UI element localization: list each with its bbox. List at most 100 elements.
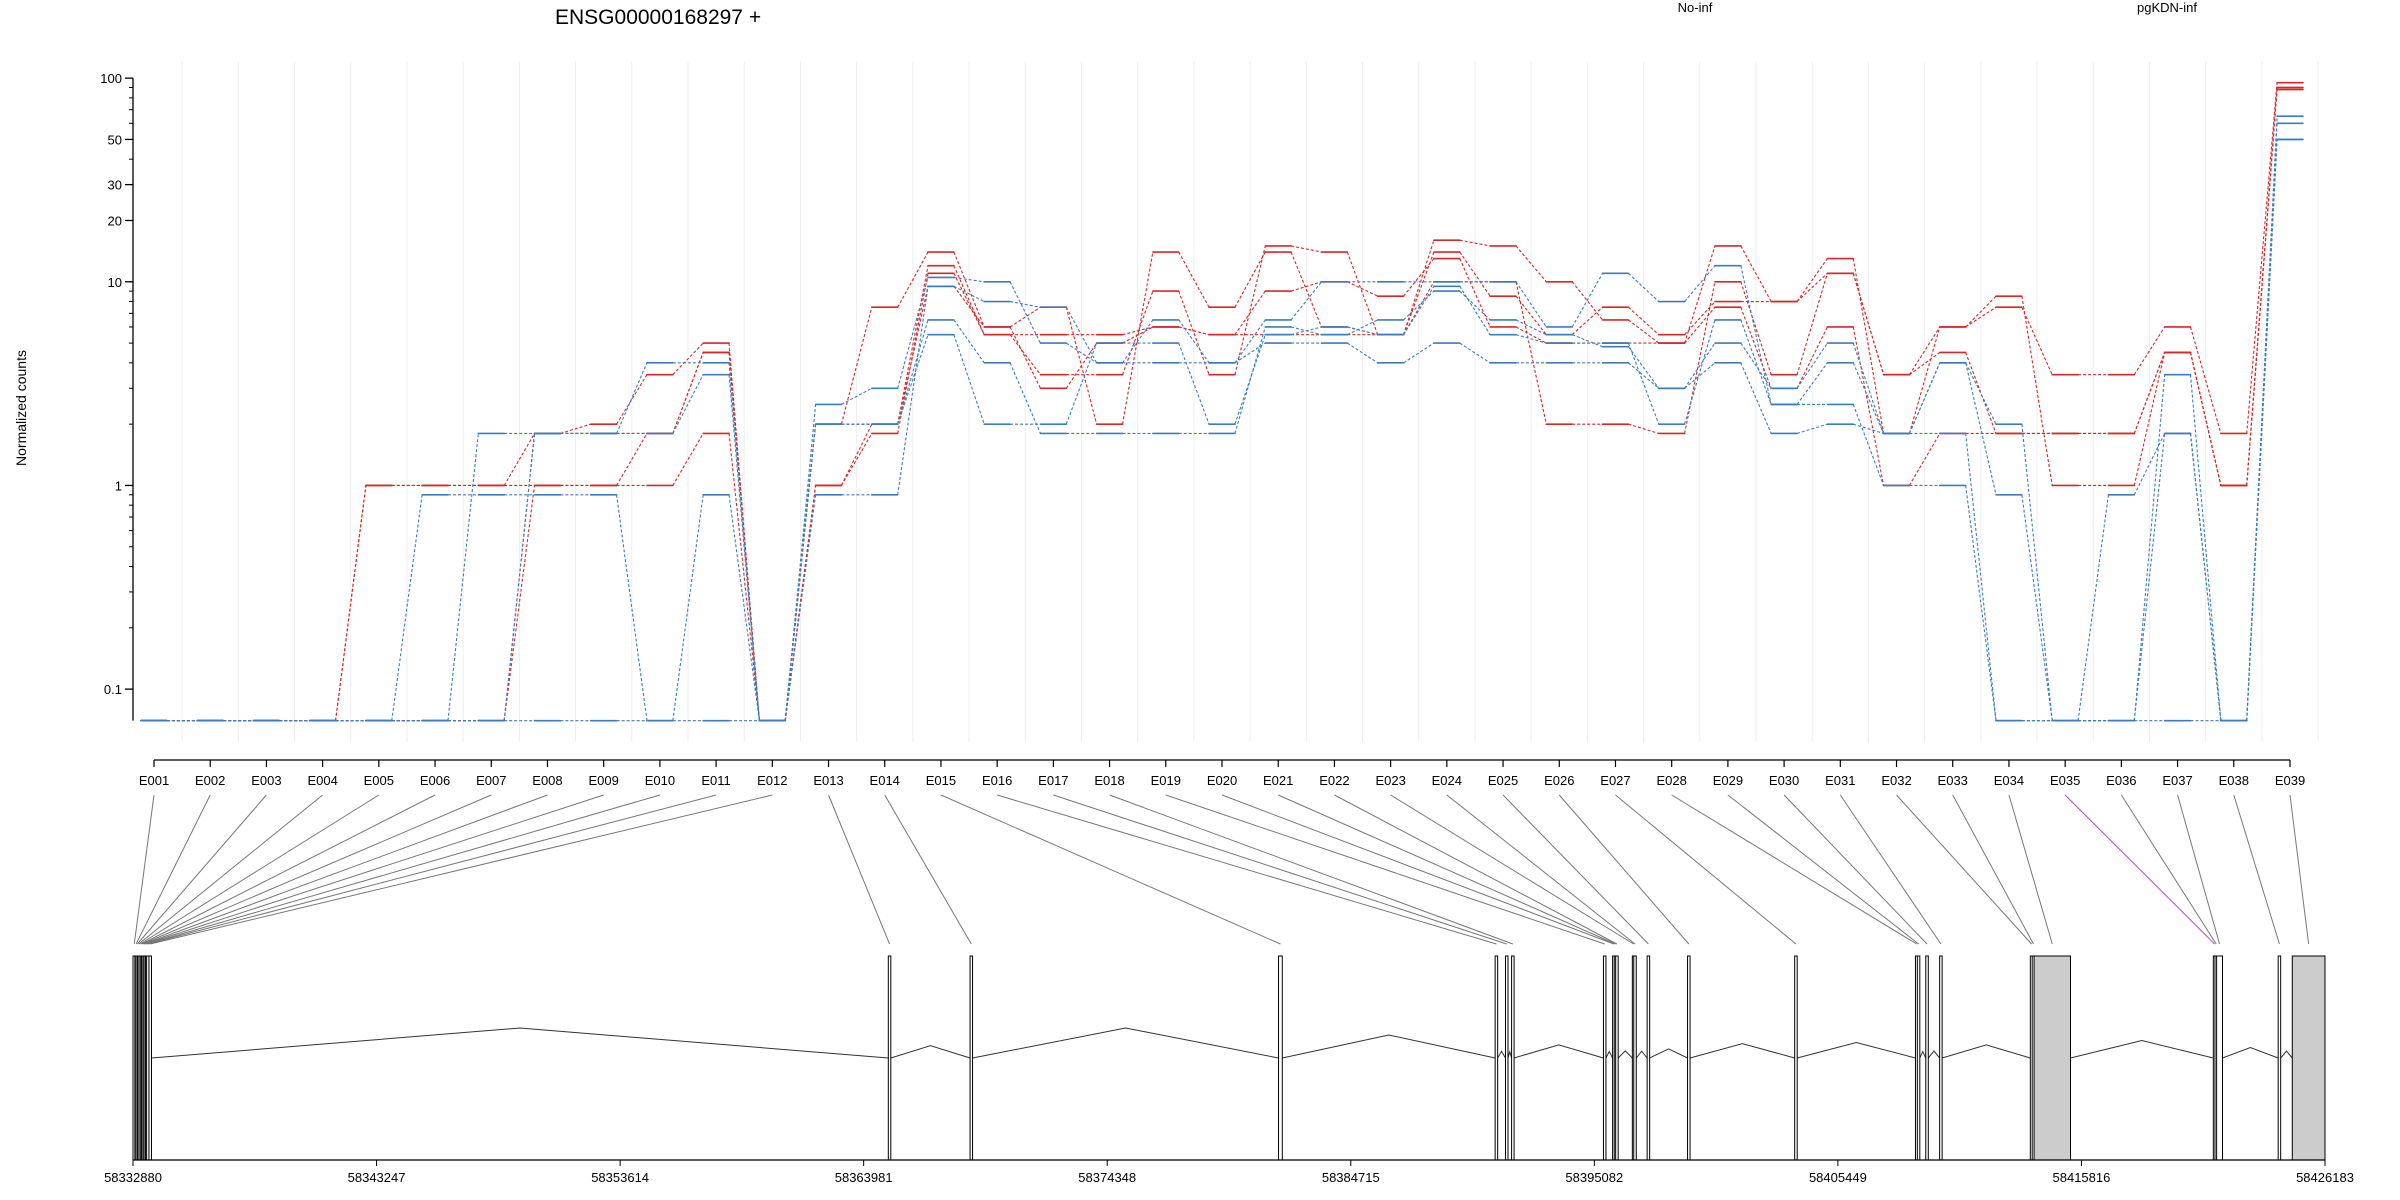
exon-connector (1671, 794, 1917, 945)
y-tick-label: 1 (115, 478, 122, 493)
y-tick-label: 20 (108, 213, 122, 228)
x-tick-label: E012 (757, 773, 787, 788)
series-segment (672, 494, 704, 721)
series-segment (728, 494, 760, 721)
exon-box (1633, 955, 1637, 1161)
x-tick-label: E038 (2219, 773, 2249, 788)
series-segment (1853, 423, 1884, 434)
x-tick-label: E008 (532, 773, 562, 788)
series-segment (897, 251, 929, 308)
intron-line (1689, 1043, 1795, 1059)
exon-connector (1109, 794, 1514, 945)
series-segment (1628, 319, 1660, 344)
exon-connector (2120, 794, 2217, 945)
coordinate-tick-label: 58374348 (1078, 1170, 1136, 1185)
series-segment (1234, 290, 1266, 335)
x-tick-label: E031 (1825, 773, 1855, 788)
intron-line (2280, 1050, 2293, 1059)
series-segment (2246, 82, 2278, 434)
y-tick-label: 100 (100, 71, 122, 86)
series-segment (1965, 433, 1997, 721)
intron-line (1797, 1042, 1916, 1059)
series-segment (897, 286, 929, 495)
x-tick-label: E014 (870, 773, 900, 788)
intron-line (890, 1045, 971, 1059)
legend-no-inf: No-inf (1678, 0, 1713, 15)
series-segment (2133, 352, 2166, 486)
series-segment (1459, 239, 1491, 247)
series-segment (1684, 342, 1716, 389)
exon-box (2033, 955, 2071, 1161)
exon-connector (147, 794, 717, 945)
series-segment (1965, 485, 1997, 721)
plot-series (140, 81, 2304, 722)
series-segment (1796, 362, 1828, 405)
series-segment (2246, 116, 2278, 721)
series-segment (2133, 352, 2166, 434)
series-segment (1347, 342, 1379, 364)
x-tick-label: E033 (1938, 773, 1968, 788)
series-segment (335, 485, 367, 721)
exon-connector (145, 794, 604, 945)
series-segment (1908, 433, 1941, 486)
exon-connector (1278, 794, 1616, 945)
series-segment (1515, 281, 1547, 425)
series-segment (728, 374, 760, 721)
exon-box (1511, 955, 1515, 1161)
series-segment (1740, 281, 1772, 375)
series-segment (1684, 362, 1716, 389)
exon-box (1687, 955, 1691, 1161)
exon-connector (828, 794, 891, 945)
series-segment (784, 485, 817, 721)
series-segment (1009, 326, 1041, 389)
series-segment (1852, 404, 1885, 486)
series-segment (2133, 433, 2166, 496)
series-segment (2189, 352, 2222, 486)
intron-line (1635, 1050, 1648, 1059)
x-axis: E001 E002 E003 E004 E005 E006 E007 E008 E009 E010… (139, 759, 2305, 788)
series-segment (1459, 286, 1491, 335)
exon-connector (884, 794, 972, 945)
y-tick-label: 30 (108, 178, 122, 193)
exon-box (1602, 955, 1607, 1161)
intron-line (1649, 1048, 1688, 1059)
exon-connector (1727, 794, 1919, 945)
intron-line (1513, 1044, 1604, 1059)
y-tick-label: 10 (108, 275, 122, 290)
x-tick-label: E006 (420, 773, 450, 788)
coordinate-tick-label: 58343247 (348, 1170, 406, 1185)
series-segment (1121, 251, 1154, 425)
series-pgKDN-inf (140, 115, 2304, 722)
exon-box (148, 955, 152, 1161)
intron-line (2222, 1047, 2279, 1059)
series-segment (1065, 342, 1097, 364)
series-segment (1234, 251, 1266, 308)
x-tick-label: E024 (1432, 773, 1462, 788)
series-segment (1628, 272, 1660, 302)
exon-connector (1165, 794, 1605, 945)
x-tick-label: E029 (1713, 773, 1743, 788)
series-segment (1009, 334, 1041, 375)
x-tick-label: E021 (1263, 773, 1293, 788)
exon-connector (1446, 794, 1636, 945)
series-segment (1740, 307, 1772, 389)
exon-box (1939, 955, 1943, 1161)
coordinate-tick-label: 58363981 (835, 1170, 893, 1185)
y-tick-label: 0.1 (104, 682, 122, 697)
plot-gridlines (181, 62, 2319, 742)
series-segment (2189, 433, 2222, 721)
series-segment (1065, 342, 1098, 425)
exon-box (1615, 955, 1619, 1161)
y-tick-label: 50 (108, 132, 122, 147)
exon-box (887, 955, 892, 1161)
series-segment (2077, 494, 2109, 721)
series-segment (1178, 251, 1210, 308)
y-axis: 100 50 30 20 10 1 0.1 (100, 71, 134, 721)
intron-line (1617, 1050, 1633, 1059)
exon-connector (1896, 794, 2032, 945)
series-segment (1515, 319, 1547, 336)
x-tick-label: E028 (1656, 773, 1686, 788)
series-segment (1740, 265, 1772, 405)
series-segment (1627, 342, 1660, 425)
x-tick-label: E023 (1375, 773, 1405, 788)
